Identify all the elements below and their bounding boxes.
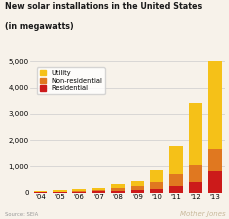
Bar xyxy=(72,191,86,192)
Bar xyxy=(207,171,221,193)
Bar xyxy=(149,170,163,182)
Bar xyxy=(169,146,182,173)
Bar xyxy=(53,191,66,192)
Bar xyxy=(188,182,201,193)
Bar xyxy=(149,189,163,193)
Bar xyxy=(34,191,47,192)
Bar xyxy=(169,173,182,186)
Bar xyxy=(169,186,182,193)
Bar xyxy=(130,190,144,193)
Bar xyxy=(130,186,144,190)
Bar xyxy=(207,149,221,171)
Bar xyxy=(149,182,163,189)
Text: Mother Jones: Mother Jones xyxy=(179,211,224,217)
Bar xyxy=(188,165,201,182)
Bar xyxy=(91,191,105,193)
Legend: Utility, Non-residential, Residential: Utility, Non-residential, Residential xyxy=(37,67,104,94)
Text: New solar installations in the United States: New solar installations in the United St… xyxy=(5,2,201,11)
Text: (in megawatts): (in megawatts) xyxy=(5,22,73,31)
Bar xyxy=(72,192,86,193)
Bar xyxy=(53,192,66,193)
Bar xyxy=(207,58,221,149)
Bar xyxy=(34,192,47,193)
Text: Source: SEIA: Source: SEIA xyxy=(5,212,38,217)
Bar xyxy=(111,191,124,193)
Bar xyxy=(111,188,124,191)
Bar xyxy=(91,188,105,190)
Bar xyxy=(72,189,86,191)
Bar xyxy=(130,181,144,186)
Bar xyxy=(111,184,124,188)
Bar xyxy=(188,103,201,165)
Bar xyxy=(91,190,105,191)
